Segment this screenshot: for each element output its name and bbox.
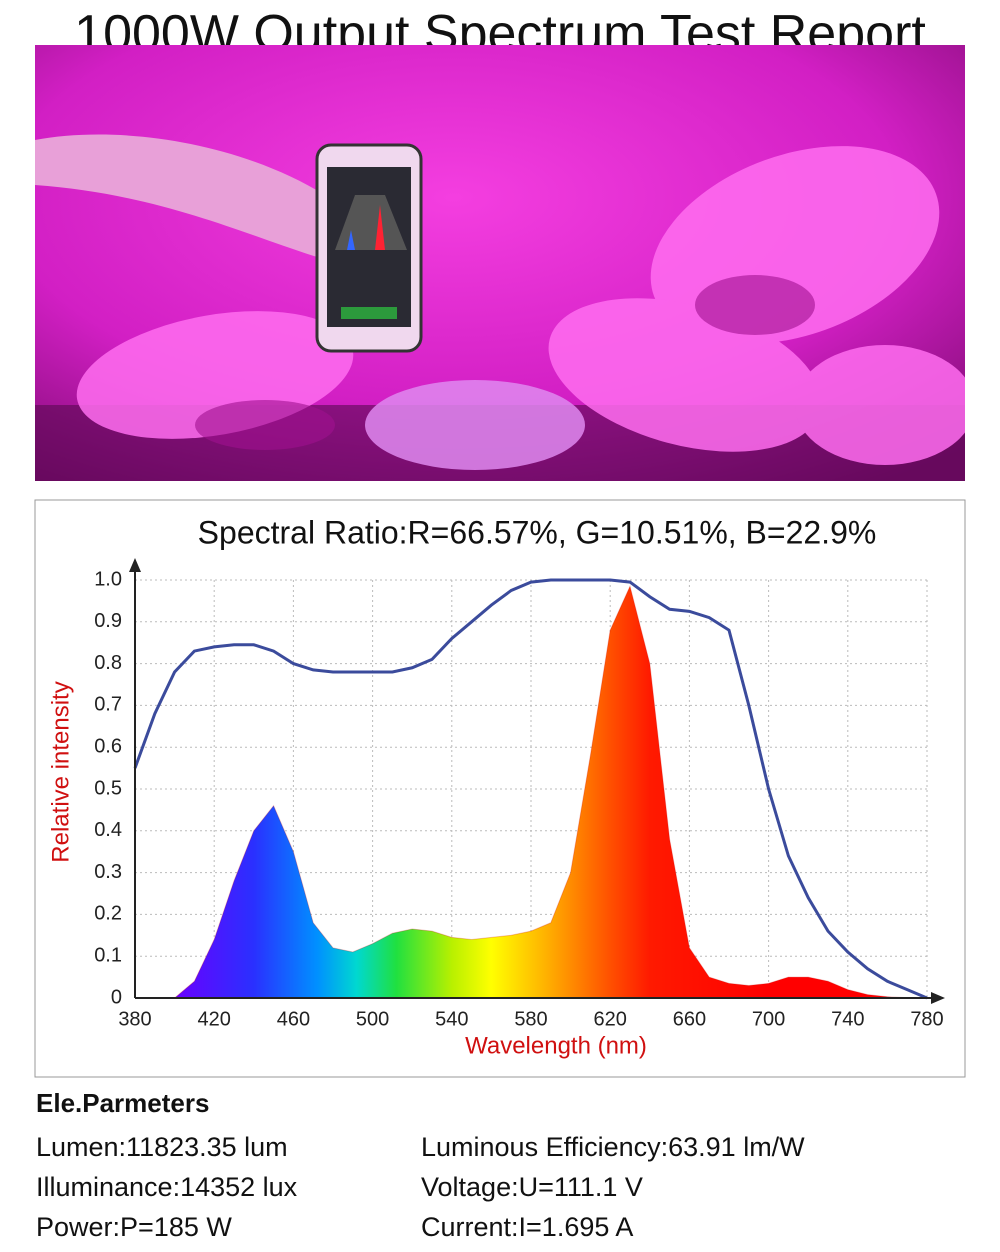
y-tick-label: 0.4 bbox=[94, 819, 122, 841]
x-tick-label: 620 bbox=[594, 1008, 627, 1030]
x-tick-label: 500 bbox=[356, 1008, 389, 1030]
parameter: Luminous Efficiency:63.91 lm/W bbox=[421, 1131, 805, 1162]
parameter-row: Power:P=185 W Current:I=1.695 A bbox=[36, 1207, 976, 1247]
x-tick-label: 780 bbox=[910, 1008, 943, 1030]
parameter: Voltage:U=111.1 V bbox=[421, 1171, 643, 1202]
axis bbox=[134, 565, 938, 999]
y-tick-label: 0 bbox=[111, 986, 122, 1008]
x-tick-label: 740 bbox=[831, 1008, 864, 1030]
y-tick-label: 0.8 bbox=[94, 652, 122, 674]
parameter: Illuminance:14352 lux bbox=[36, 1171, 298, 1202]
x-axis-label: Wavelength (nm) bbox=[465, 1032, 647, 1059]
x-tick-label: 700 bbox=[752, 1008, 785, 1030]
y-tick-label: 0.7 bbox=[94, 694, 122, 716]
y-tick-label: 0.2 bbox=[94, 903, 122, 925]
parameter-row: Illuminance:14352 lux Voltage:U=111.1 V bbox=[36, 1167, 976, 1207]
x-tick-label: 460 bbox=[277, 1008, 310, 1030]
y-tick-label: 0.9 bbox=[94, 610, 122, 632]
spectrum-fill bbox=[135, 586, 927, 998]
parameters: Ele.Parmeters Lumen:11823.35 lum Luminous… bbox=[36, 1088, 976, 1247]
line bbox=[133, 578, 928, 1000]
x-tick-label: 540 bbox=[435, 1008, 468, 1030]
parameter: Current:I=1.695 A bbox=[421, 1211, 634, 1242]
parameter: Lumen:11823.35 lum bbox=[36, 1131, 288, 1162]
y-tick-label: 0.1 bbox=[94, 944, 122, 966]
spectrum-curve bbox=[135, 584, 928, 999]
x-tick-label: 580 bbox=[514, 1008, 547, 1030]
x-tick-label: 420 bbox=[198, 1008, 231, 1030]
y-tick-label: 0.3 bbox=[94, 861, 122, 883]
parameter-row: Lumen:11823.35 lum Luminous Efficiency:63… bbox=[36, 1127, 976, 1167]
parameter: Power:P=185 W bbox=[36, 1211, 232, 1242]
y-tick-label: 0.5 bbox=[94, 777, 122, 799]
parameters-heading: Ele.Parmeters bbox=[36, 1088, 210, 1118]
y-axis-label: Relative intensity bbox=[47, 681, 74, 862]
product-photo bbox=[35, 45, 965, 481]
chart-title: Spectral Ratio:R=66.57%, G=10.51%, B=22.… bbox=[198, 514, 877, 550]
x-tick-label: 660 bbox=[673, 1008, 706, 1030]
x-tick-label: 380 bbox=[118, 1008, 151, 1030]
y-tick-label: 1.0 bbox=[94, 568, 122, 590]
y-tick-label: 0.6 bbox=[94, 735, 122, 757]
